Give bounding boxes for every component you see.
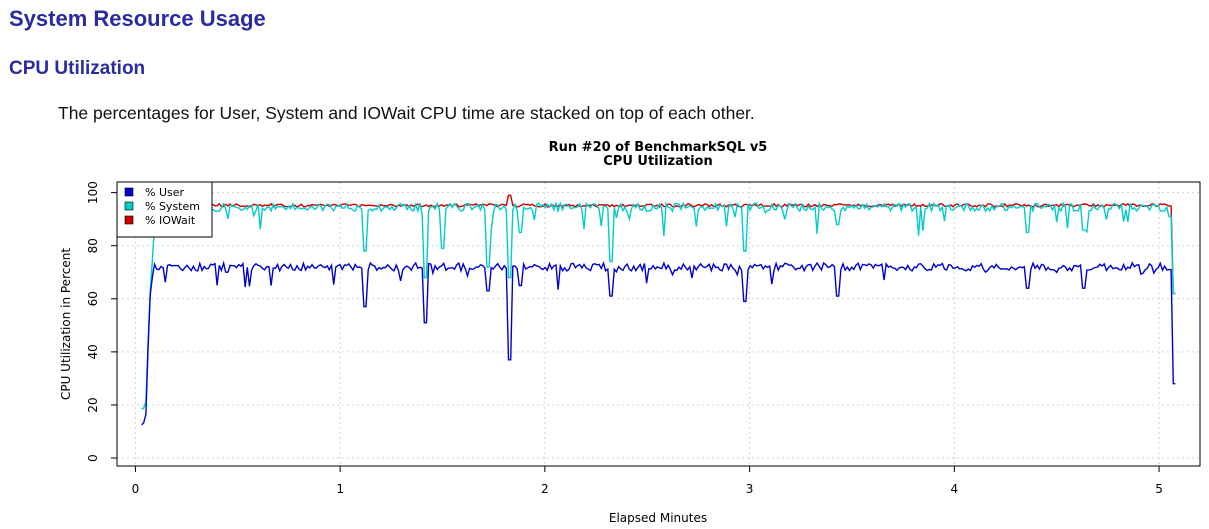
- y-tick-label: 80: [86, 238, 100, 253]
- legend-swatch: [124, 187, 134, 197]
- x-axis-label: Elapsed Minutes: [609, 511, 707, 525]
- grid-lines: [117, 182, 1200, 466]
- y-tick-label: 60: [86, 291, 100, 306]
- y-tick-label: 40: [86, 344, 100, 359]
- series-line-1: [141, 200, 1176, 410]
- y-tick-label: 20: [86, 397, 100, 412]
- chart-subtitle: CPU Utilization: [603, 154, 712, 169]
- legend-swatch: [124, 215, 134, 225]
- series-lines: [141, 194, 1176, 426]
- x-tick-label: 5: [1155, 482, 1163, 496]
- x-tick-label: 0: [132, 482, 140, 496]
- chart-description: The percentages for User, System and IOW…: [58, 103, 755, 123]
- chart-title: Run #20 of BenchmarkSQL v5: [549, 140, 768, 155]
- y-tick-label: 0: [86, 454, 100, 462]
- page-title: System Resource Usage: [9, 6, 266, 31]
- y-axis-label: CPU Utilization in Percent: [59, 248, 73, 400]
- axes: 0 1 2 3 4 5 0 20 40 60 80 100: [86, 181, 1163, 496]
- legend-label: % User: [145, 186, 184, 199]
- series-line-0: [141, 260, 1176, 426]
- legend-label: % IOWait: [145, 214, 196, 227]
- legend-swatch: [124, 201, 134, 211]
- x-tick-label: 2: [541, 482, 549, 496]
- plot-frame: [116, 181, 1201, 467]
- x-tick-label: 4: [951, 482, 959, 496]
- x-tick-label: 1: [336, 482, 344, 496]
- section-title: CPU Utilization: [9, 58, 146, 79]
- x-tick-label: 3: [746, 482, 754, 496]
- legend: % User% System% IOWait: [116, 181, 213, 238]
- y-tick-label: 100: [86, 181, 100, 204]
- legend-label: % System: [145, 200, 200, 213]
